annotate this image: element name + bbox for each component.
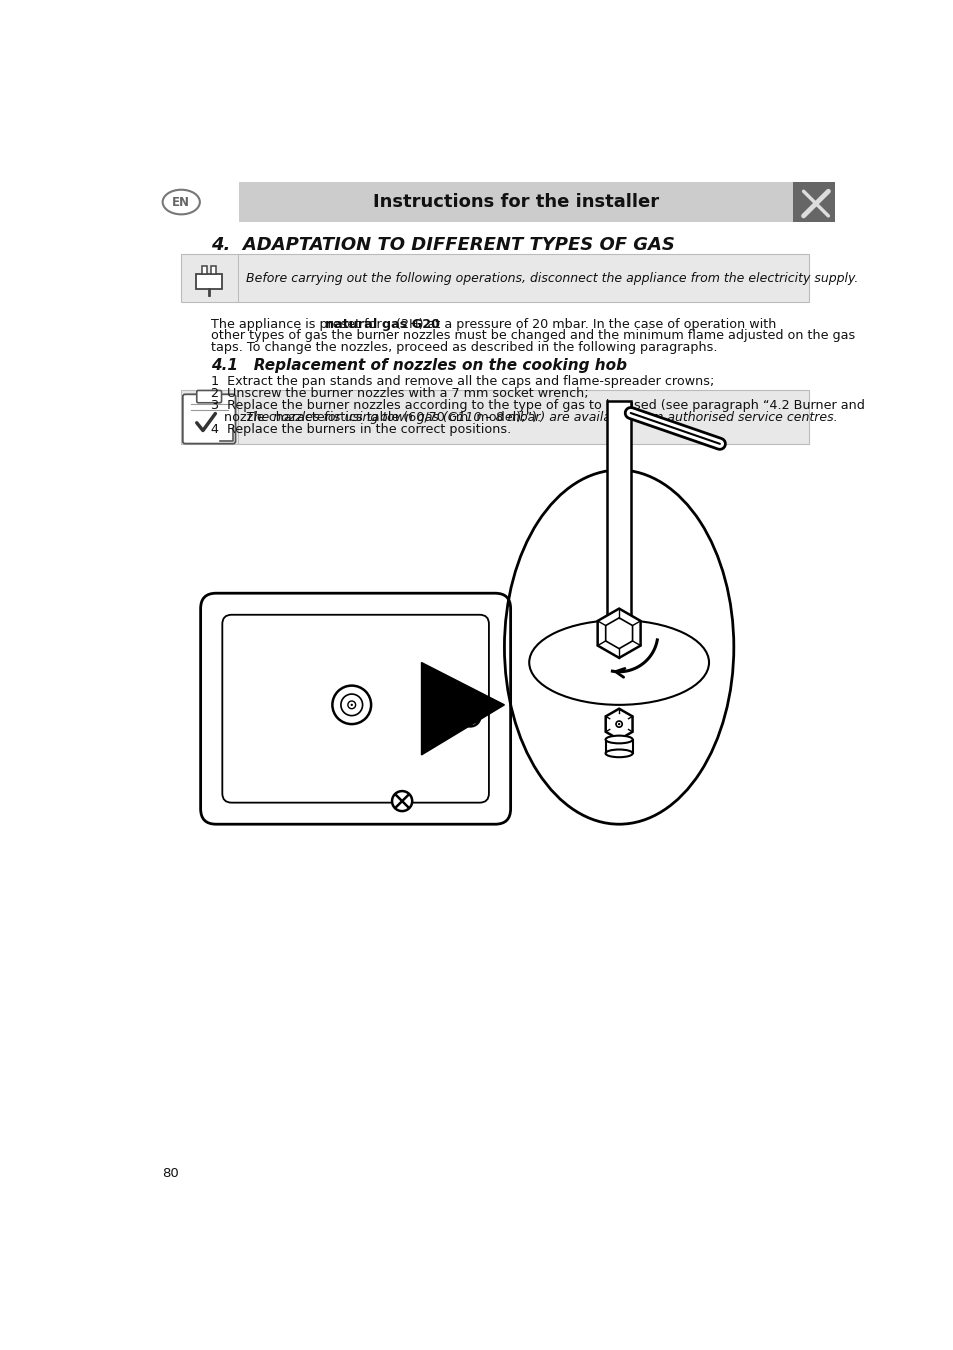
- Text: Instructions for the installer: Instructions for the installer: [373, 193, 659, 211]
- FancyBboxPatch shape: [181, 390, 808, 444]
- FancyBboxPatch shape: [200, 593, 510, 825]
- Circle shape: [616, 721, 621, 728]
- Ellipse shape: [605, 749, 632, 757]
- Text: 2  Unscrew the burner nozzles with a 7 mm socket wrench;: 2 Unscrew the burner nozzles with a 7 mm…: [211, 387, 588, 400]
- Text: 1  Extract the pan stands and remove all the caps and flame-spreader crowns;: 1 Extract the pan stands and remove all …: [211, 375, 714, 387]
- Polygon shape: [597, 609, 639, 657]
- Text: EN: EN: [172, 196, 190, 208]
- Text: Before carrying out the following operations, disconnect the appliance from the : Before carrying out the following operat…: [245, 271, 857, 285]
- Bar: [202, 266, 207, 274]
- Circle shape: [618, 724, 619, 725]
- Circle shape: [459, 706, 480, 726]
- Circle shape: [332, 686, 371, 724]
- Text: 4.1   Replacement of nozzles on the cooking hob: 4.1 Replacement of nozzles on the cookin…: [211, 358, 626, 373]
- Text: 3  Replace the burner nozzles according to the type of gas to be used (see parag: 3 Replace the burner nozzles according t…: [211, 400, 863, 412]
- Text: other types of gas the burner nozzles must be changed and the minimum flame adju: other types of gas the burner nozzles mu…: [211, 329, 854, 343]
- Text: 4.  ADAPTATION TO DIFFERENT TYPES OF GAS: 4. ADAPTATION TO DIFFERENT TYPES OF GAS: [211, 236, 674, 254]
- Text: The nozzles for using town gas (G110 – 8 mbar) are available from authorised ser: The nozzles for using town gas (G110 – 8…: [245, 410, 837, 424]
- Bar: [195, 274, 222, 289]
- FancyBboxPatch shape: [183, 394, 235, 444]
- Text: taps. To change the nozzles, proceed as described in the following paragraphs.: taps. To change the nozzles, proceed as …: [211, 342, 717, 355]
- FancyBboxPatch shape: [222, 614, 488, 803]
- Polygon shape: [421, 663, 504, 755]
- Text: natural gas G20: natural gas G20: [324, 317, 439, 331]
- Bar: [605, 740, 633, 753]
- Circle shape: [340, 694, 362, 716]
- Ellipse shape: [605, 736, 632, 744]
- Circle shape: [350, 703, 353, 706]
- FancyBboxPatch shape: [196, 390, 221, 402]
- Text: The appliance is preset for: The appliance is preset for: [211, 317, 385, 331]
- Text: 4  Replace the burners in the correct positions.: 4 Replace the burners in the correct pos…: [211, 423, 511, 436]
- FancyBboxPatch shape: [239, 182, 793, 221]
- Circle shape: [392, 791, 412, 811]
- Text: (2H) at a pressure of 20 mbar. In the case of operation with: (2H) at a pressure of 20 mbar. In the ca…: [392, 317, 776, 331]
- Bar: [793, 182, 835, 221]
- Circle shape: [348, 701, 355, 709]
- Polygon shape: [605, 618, 632, 648]
- Polygon shape: [605, 709, 632, 740]
- Bar: [212, 266, 216, 274]
- FancyBboxPatch shape: [181, 254, 808, 302]
- Text: nozzle characteristics table (60/70 cm. model);”).: nozzle characteristics table (60/70 cm. …: [224, 410, 540, 424]
- Bar: [607, 401, 630, 624]
- Text: 80: 80: [162, 1166, 178, 1180]
